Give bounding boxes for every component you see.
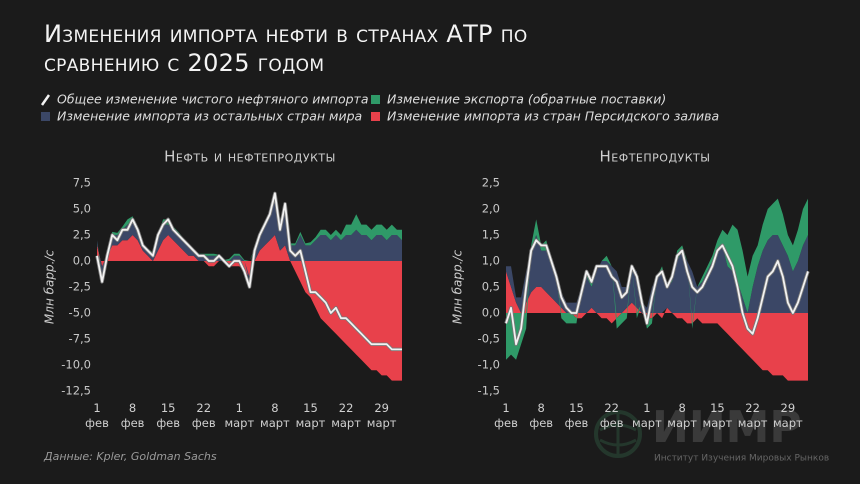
x-tick-label: 1 фев bbox=[85, 401, 109, 430]
page-title: Изменения импорта нефти в странах АТР по… bbox=[44, 20, 528, 77]
x-tick-label: 29 март bbox=[366, 401, 397, 430]
y-tick-label: 0,0 bbox=[482, 306, 500, 320]
area-series bbox=[97, 235, 402, 381]
y-tick-label: 2,5 bbox=[482, 176, 500, 190]
line-series bbox=[96, 192, 402, 351]
x-tick-label: 22 фев bbox=[191, 401, 216, 430]
y-tick-label: -12,5 bbox=[61, 384, 91, 398]
x-tick-label: 15 фев bbox=[156, 401, 180, 430]
x-tick-label: 22 март bbox=[737, 401, 768, 430]
y-tick-label: 0,0 bbox=[73, 254, 91, 268]
y-tick-label: 5,0 bbox=[73, 202, 91, 216]
x-tick-label: 22 март bbox=[331, 401, 361, 430]
x-tick-label: 15 март bbox=[295, 401, 326, 430]
y-tick-label: 0,5 bbox=[482, 280, 500, 294]
line-series bbox=[505, 239, 809, 346]
legend-label: Изменение импорта из стран Персидского з… bbox=[387, 109, 719, 124]
x-tick-label: 8 фев bbox=[529, 401, 554, 430]
x-tick-label: 1 фев bbox=[494, 401, 518, 430]
y-tick-label: -0,5 bbox=[478, 332, 500, 346]
y-tick-label: -10,0 bbox=[61, 358, 91, 372]
watermark-globe-lines bbox=[599, 412, 637, 456]
legend-label: Изменение импорта из остальных стран мир… bbox=[57, 109, 362, 124]
x-tick-label: 1 март bbox=[224, 401, 255, 430]
y-tick-label: -1,5 bbox=[478, 384, 500, 398]
watermark bbox=[594, 410, 642, 458]
y-tick-label: 2,0 bbox=[482, 202, 500, 216]
x-tick-label: 8 март bbox=[667, 401, 698, 430]
y-tick-label: 7,5 bbox=[73, 176, 91, 190]
source-note: Данные: Kpler, Goldman Sachs bbox=[43, 450, 217, 463]
y-tick-label: -1,0 bbox=[478, 358, 500, 372]
legend-swatch bbox=[40, 94, 51, 106]
y-tick-label: -7,5 bbox=[69, 332, 91, 346]
y-tick-label: 2,5 bbox=[73, 228, 91, 242]
legend-label: Изменение экспорта (обратные поставки) bbox=[387, 92, 666, 107]
legend-label: Общее изменение чистого нефтяного импорт… bbox=[57, 92, 369, 107]
x-tick-label: 8 март bbox=[260, 401, 290, 430]
legend-swatch bbox=[371, 95, 380, 104]
legend-swatch bbox=[371, 112, 380, 121]
x-tick-label: 22 фев bbox=[599, 401, 624, 430]
x-tick-label: 15 март bbox=[702, 401, 733, 430]
y-tick-label: 1,5 bbox=[482, 228, 500, 242]
area-series bbox=[506, 198, 808, 360]
x-tick-label: 8 фев bbox=[120, 401, 145, 430]
watermark-logo: ИИМР bbox=[652, 402, 802, 453]
area-layer bbox=[506, 198, 808, 381]
legend-swatch bbox=[41, 112, 50, 121]
y-axis-label: Млн барр./с bbox=[43, 250, 57, 325]
y-tick-label: -5,0 bbox=[69, 306, 91, 320]
chart-subtitle: Нефтепродукты bbox=[600, 148, 711, 166]
x-tick-label: 29 март bbox=[772, 401, 803, 430]
y-axis-label: Млн барр./с bbox=[451, 250, 465, 325]
area-series bbox=[97, 198, 402, 282]
watermark-globe bbox=[594, 410, 642, 458]
x-tick-label: 15 фев bbox=[564, 401, 589, 430]
chart-subtitle: Нефть и нефтепродукты bbox=[164, 148, 336, 166]
x-tick-label: 1 март bbox=[632, 401, 662, 430]
y-tick-label: -2,5 bbox=[69, 280, 91, 294]
y-tick-label: 1,0 bbox=[482, 254, 500, 268]
watermark-name: Институт Изучения Мировых Рынков bbox=[654, 454, 829, 464]
